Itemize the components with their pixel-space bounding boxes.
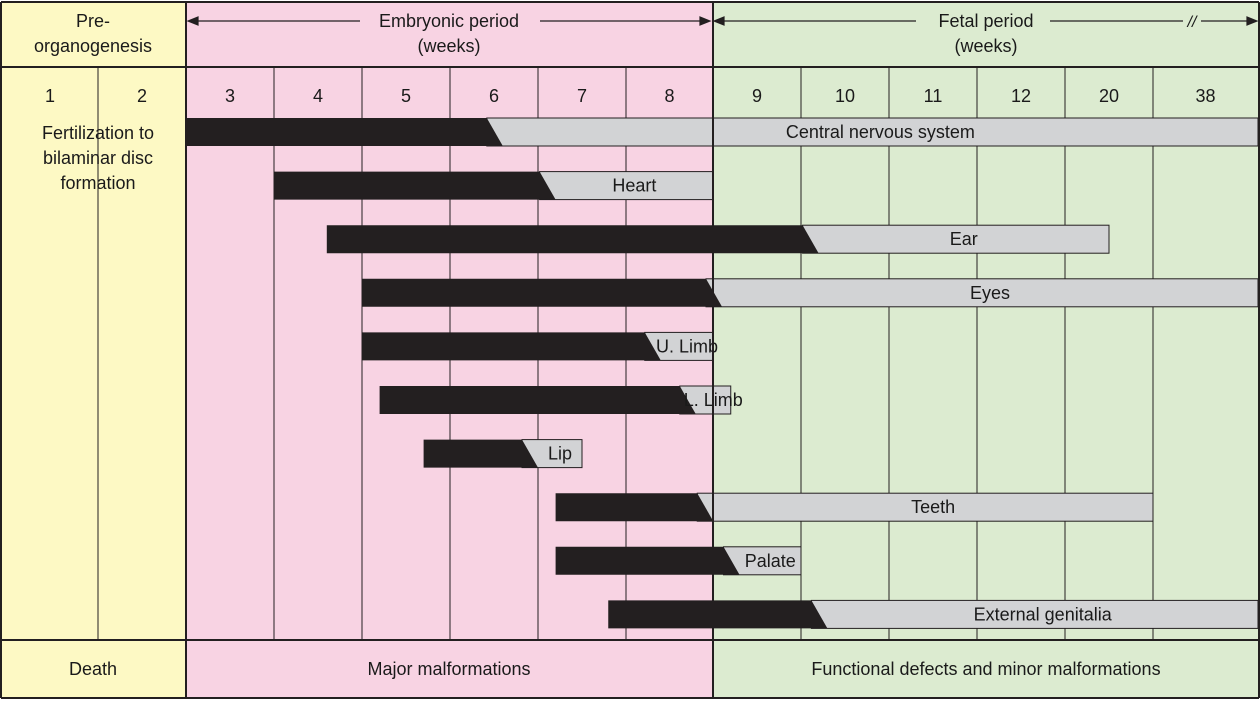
week-label-38: 38 — [1195, 86, 1215, 106]
highly-sensitive-segment — [423, 439, 538, 468]
week-label-12: 12 — [1011, 86, 1031, 106]
highly-sensitive-segment — [186, 118, 503, 146]
week-label-20: 20 — [1099, 86, 1119, 106]
organ-label-external-genitalia: External genitalia — [974, 604, 1113, 624]
week-labels: 1 2 3 4 5 6 7 8 9 10 11 12 20 38 — [45, 86, 1216, 106]
organ-bar-palate: Palate — [555, 546, 802, 576]
embryonic-period-title: Embryonic period — [379, 11, 519, 31]
less-sensitive-segment — [802, 224, 1110, 254]
fetal-period-zone — [713, 2, 1258, 698]
less-sensitive-segment — [810, 599, 1259, 629]
week-label-8: 8 — [664, 86, 674, 106]
organ-label-eyes: Eyes — [970, 283, 1010, 303]
organ-bar-heart: Heart — [274, 171, 714, 201]
outcome-functional-defects: Functional defects and minor malformatio… — [811, 659, 1160, 679]
organ-bar-lip: Lip — [423, 439, 583, 469]
highly-sensitive-segment — [326, 225, 819, 254]
pre-organogenesis-zone — [2, 2, 186, 698]
fetal-period-title: Fetal period — [938, 11, 1033, 31]
pre-organogenesis-label-line2: organogenesis — [34, 36, 152, 56]
organ-label-palate: Palate — [745, 551, 796, 571]
organ-bar-l-limb: L. Limb — [379, 385, 743, 415]
highly-sensitive-segment — [274, 171, 556, 200]
axis-break-mark: // — [1187, 14, 1198, 31]
week-label-4: 4 — [313, 86, 323, 106]
highly-sensitive-segment — [555, 493, 714, 522]
embryonic-span-arrow — [186, 16, 712, 26]
fetal-span-arrow — [712, 16, 1259, 26]
week-label-10: 10 — [835, 86, 855, 106]
week-label-7: 7 — [577, 86, 587, 106]
organ-label-teeth: Teeth — [911, 497, 955, 517]
organ-bar-eyes: Eyes — [362, 278, 1259, 308]
highly-sensitive-segment — [555, 546, 740, 575]
highly-sensitive-segment — [379, 386, 696, 414]
pre-organogenesis-label-line1: Pre- — [76, 11, 110, 31]
week-label-5: 5 — [401, 86, 411, 106]
organ-label-ear: Ear — [950, 229, 978, 249]
outcome-major-malformations: Major malformations — [367, 659, 530, 679]
embryonic-period-unit: (weeks) — [417, 36, 480, 56]
highly-sensitive-segment — [362, 332, 661, 361]
organ-bar-ear: Ear — [326, 224, 1110, 254]
highly-sensitive-segment — [608, 600, 828, 629]
organ-bar-external-genitalia: External genitalia — [608, 599, 1259, 629]
organ-label-u-limb: U. Limb — [656, 336, 718, 356]
week-label-2: 2 — [137, 86, 147, 106]
organ-label-lip: Lip — [548, 444, 572, 464]
week-label-11: 11 — [924, 86, 943, 106]
organ-bar-teeth: Teeth — [555, 492, 1154, 522]
organ-bars: Central nervous system Heart Ear Eyes U. Lim… — [186, 117, 1259, 629]
organ-label-central-nervous-system: Central nervous system — [786, 122, 975, 142]
organ-bar-u-limb: U. Limb — [362, 331, 718, 361]
less-sensitive-segment — [696, 492, 1154, 522]
fetal-period-unit: (weeks) — [954, 36, 1017, 56]
week-label-6: 6 — [489, 86, 499, 106]
outcome-death: Death — [69, 659, 117, 679]
organ-label-heart: Heart — [612, 176, 656, 196]
highly-sensitive-segment — [362, 278, 722, 307]
week-label-1: 1 — [45, 86, 55, 106]
organ-bar-central-nervous-system: Central nervous system — [186, 117, 1259, 147]
week-label-9: 9 — [752, 86, 762, 106]
week-label-3: 3 — [225, 86, 235, 106]
less-sensitive-segment — [705, 278, 1259, 308]
